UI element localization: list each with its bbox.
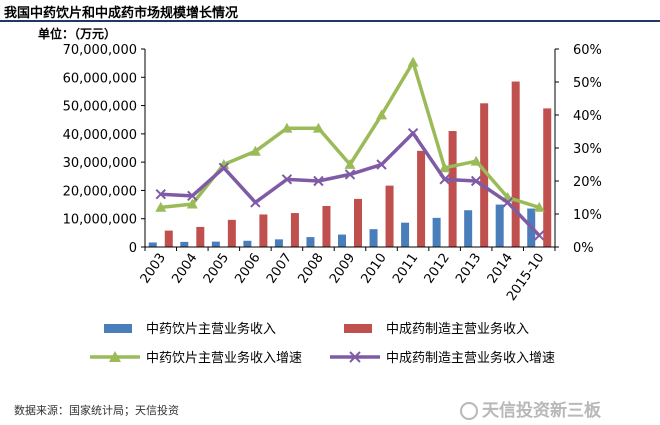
point-decoction-growth xyxy=(407,56,419,67)
point-decoction-growth xyxy=(249,145,261,156)
y-tick-label: 0 xyxy=(129,241,137,256)
point-patent-medicine-growth xyxy=(344,169,356,180)
point-patent-medicine-growth xyxy=(250,197,261,208)
legend-marker xyxy=(349,351,361,363)
bar-patent-medicine xyxy=(196,226,205,247)
watermark-icon xyxy=(460,402,478,420)
point-patent-medicine-growth xyxy=(376,159,387,170)
point-decoction-growth xyxy=(312,122,324,133)
x-tick-label: 2005 xyxy=(201,251,232,287)
bar-patent-medicine xyxy=(417,150,426,247)
y2-tick-label: 20% xyxy=(573,175,602,190)
bar-patent-medicine xyxy=(290,213,299,247)
point-patent-medicine-growth xyxy=(470,175,482,187)
bar-decoction xyxy=(338,234,346,247)
x-tick-label: 2006 xyxy=(232,251,263,287)
legend-label: 中药饮片主营业务收入 xyxy=(146,321,276,337)
y2-tick-label: 0% xyxy=(573,241,594,256)
point-decoction-growth xyxy=(281,122,293,133)
bar-decoction xyxy=(401,222,410,247)
legend-label: 中成药制造主营业务收入 xyxy=(386,321,529,337)
x-tick-label: 2013 xyxy=(453,251,484,287)
y2-tick-label: 40% xyxy=(573,109,602,124)
y-tick-label: 70,000,000 xyxy=(63,43,137,58)
watermark-text: 天信投资新三板 xyxy=(482,401,601,421)
bar-decoction xyxy=(464,210,473,247)
bar-decoction xyxy=(180,241,189,247)
y-tick-label: 40,000,000 xyxy=(63,128,137,143)
data-source: 数据来源：国家统计局；天信投资 xyxy=(14,404,179,417)
legend-marker xyxy=(109,351,121,362)
point-decoction-growth xyxy=(533,201,545,212)
bar-decoction xyxy=(243,240,252,247)
bar-decoction xyxy=(495,204,504,247)
bar-patent-medicine xyxy=(259,214,268,247)
y-tick-label: 10,000,000 xyxy=(63,213,137,228)
x-tick-label: 2009 xyxy=(327,251,358,287)
point-decoction-growth xyxy=(155,201,167,212)
bar-decoction xyxy=(211,241,220,247)
bar-patent-medicine xyxy=(227,219,236,247)
legend-swatch xyxy=(104,324,132,333)
bar-decoction xyxy=(369,229,378,247)
bar-patent-medicine xyxy=(543,108,552,248)
bar-decoction xyxy=(432,217,441,247)
bar-patent-medicine xyxy=(164,230,173,247)
point-patent-medicine-growth xyxy=(281,174,293,185)
y2-tick-label: 10% xyxy=(573,208,602,223)
bar-patent-medicine xyxy=(322,205,331,247)
x-tick-label: 2011 xyxy=(390,251,421,287)
point-patent-medicine-growth xyxy=(502,197,513,208)
y-tick-label: 30,000,000 xyxy=(63,156,137,171)
x-tick-label: 2010 xyxy=(359,251,390,287)
point-patent-medicine-growth xyxy=(155,188,166,200)
bar-patent-medicine xyxy=(511,81,520,248)
y-tick-label: 20,000,000 xyxy=(63,184,137,199)
point-decoction-growth xyxy=(439,162,451,173)
bar-decoction xyxy=(306,237,315,247)
point-patent-medicine-growth xyxy=(439,174,450,185)
title-bar: 我国中药饮片和中成药市场规模增长情况 xyxy=(0,0,660,22)
y2-tick-label: 30% xyxy=(573,142,602,157)
point-patent-medicine-growth xyxy=(313,175,324,187)
bar-patent-medicine xyxy=(480,103,489,248)
point-patent-medicine-growth xyxy=(218,162,230,174)
legend-label: 中药饮片主营业务收入增速 xyxy=(146,350,302,366)
chart-title: 我国中药饮片和中成药市场规模增长情况 xyxy=(4,6,239,21)
x-tick-label: 2007 xyxy=(264,251,295,287)
point-patent-medicine-growth xyxy=(187,190,198,202)
x-tick-label: 2008 xyxy=(295,251,326,287)
x-tick-label: 2003 xyxy=(138,251,169,287)
y-tick-label: 60,000,000 xyxy=(63,71,137,86)
y2-tick-label: 50% xyxy=(573,76,602,91)
bar-patent-medicine xyxy=(385,185,394,247)
point-patent-medicine-growth xyxy=(534,230,545,241)
point-decoction-growth xyxy=(376,109,388,120)
watermark: 天信投资新三板 xyxy=(460,396,601,421)
legend-label: 中成药制造主营业务收入增速 xyxy=(386,350,555,366)
bar-decoction xyxy=(148,242,157,247)
point-decoction-growth xyxy=(470,155,482,166)
bar-patent-medicine xyxy=(354,198,362,247)
x-tick-label: 2014 xyxy=(485,251,516,287)
point-decoction-growth xyxy=(344,159,356,169)
x-tick-label: 2004 xyxy=(169,251,200,287)
y-axis-label: 单位：（万元） xyxy=(38,26,116,41)
y-tick-label: 50,000,000 xyxy=(63,100,137,115)
bar-patent-medicine xyxy=(448,131,457,247)
title-rule xyxy=(0,20,660,22)
point-patent-medicine-growth xyxy=(407,127,419,139)
legend-swatch xyxy=(344,324,372,333)
x-tick-label: 2012 xyxy=(422,251,453,287)
point-decoction-growth xyxy=(186,198,198,209)
bar-decoction xyxy=(274,239,283,247)
y2-tick-label: 60% xyxy=(573,43,602,58)
